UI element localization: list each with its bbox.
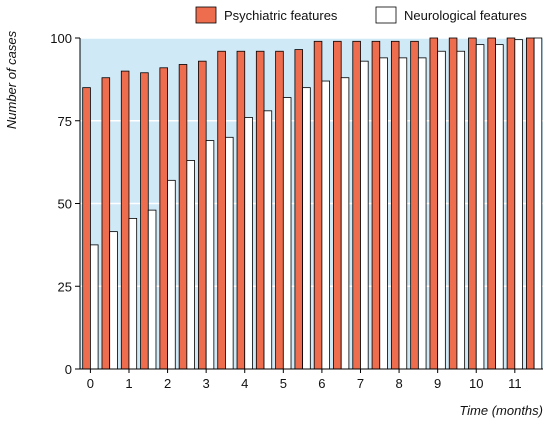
bar-neurological (282, 97, 292, 370)
bar-psychiatric (236, 50, 246, 370)
x-tick-label: 5 (280, 376, 287, 391)
x-ticks: 0 1 2 3 4 5 6 7 8 9 10 11 (87, 369, 522, 391)
y-tick-label: 75 (58, 114, 72, 129)
bar-neurological (244, 117, 253, 370)
x-tick-label: 10 (469, 376, 483, 391)
bar-neurological (437, 50, 446, 370)
bar-neurological (147, 209, 157, 370)
bar-neurological (109, 231, 118, 370)
x-tick-label: 0 (87, 376, 94, 391)
x-tick-label: 8 (395, 376, 402, 391)
bar-psychiatric (198, 60, 207, 370)
x-tick-label: 2 (164, 376, 171, 391)
x-tick-label: 7 (357, 376, 364, 391)
bar-psychiatric (371, 40, 381, 370)
x-tick-label: 4 (241, 376, 248, 391)
bar-psychiatric (506, 37, 516, 370)
x-tick-label: 6 (318, 376, 325, 391)
bar-psychiatric (178, 64, 188, 370)
bar-psychiatric (82, 87, 91, 370)
legend-swatch-neurological (375, 6, 397, 24)
bar-neurological (128, 217, 138, 370)
x-axis-title: Time (months) (459, 403, 543, 418)
bar-neurological (167, 179, 176, 370)
bar-neurological (340, 77, 350, 370)
bar-neurological (456, 50, 466, 370)
bar-neurological (225, 136, 234, 370)
bar-psychiatric (410, 40, 419, 370)
legend-label-psychiatric: Psychiatric features (224, 8, 338, 23)
y-tick-label: 50 (58, 197, 72, 212)
bar-neurological (360, 60, 369, 370)
bar-neurological (475, 44, 485, 370)
bars (82, 37, 543, 370)
y-axis-title: Number of cases (4, 30, 19, 129)
bar-psychiatric (313, 40, 323, 370)
bar-psychiatric (390, 40, 400, 370)
bar-neurological (379, 57, 388, 370)
y-ticks: 0 25 50 75 100 (50, 31, 80, 377)
bar-neurological (186, 160, 195, 370)
bar-neurological (417, 57, 427, 370)
bar-psychiatric (526, 37, 535, 370)
bar-psychiatric (468, 37, 477, 370)
bar-neurological (205, 140, 215, 370)
y-tick-label: 0 (65, 362, 72, 377)
bar-psychiatric (487, 37, 496, 370)
bar-neurological (495, 44, 504, 370)
bar-psychiatric (159, 67, 168, 370)
bar-psychiatric (448, 37, 458, 370)
bar-neurological (90, 244, 99, 370)
bar-psychiatric (352, 40, 361, 370)
bar-psychiatric (140, 72, 149, 370)
bar-psychiatric (333, 40, 342, 370)
gridlines (80, 37, 543, 287)
x-tick-label: 3 (203, 376, 210, 391)
y-tick-label: 100 (50, 31, 72, 46)
x-tick-label: 9 (434, 376, 441, 391)
legend-label-neurological: Neurological features (404, 8, 527, 23)
bar-neurological (514, 39, 523, 370)
bar-psychiatric (120, 70, 130, 370)
bar-neurological (398, 57, 408, 370)
bar-psychiatric (429, 37, 439, 370)
bar-psychiatric (294, 49, 304, 370)
bar-neurological (321, 80, 330, 370)
x-tick-label: 1 (125, 376, 132, 391)
bar-neurological (533, 37, 543, 370)
bar-neurological (302, 87, 311, 370)
bar-psychiatric (101, 77, 111, 370)
y-tick-label: 25 (58, 279, 72, 294)
bar-neurological (263, 110, 273, 370)
bar-psychiatric (275, 50, 284, 370)
legend: Psychiatric features Neurological featur… (195, 6, 527, 24)
legend-swatch-psychiatric (195, 6, 217, 24)
bar-psychiatric (255, 50, 265, 370)
x-tick-label: 11 (508, 376, 522, 391)
bar-psychiatric (217, 50, 226, 370)
